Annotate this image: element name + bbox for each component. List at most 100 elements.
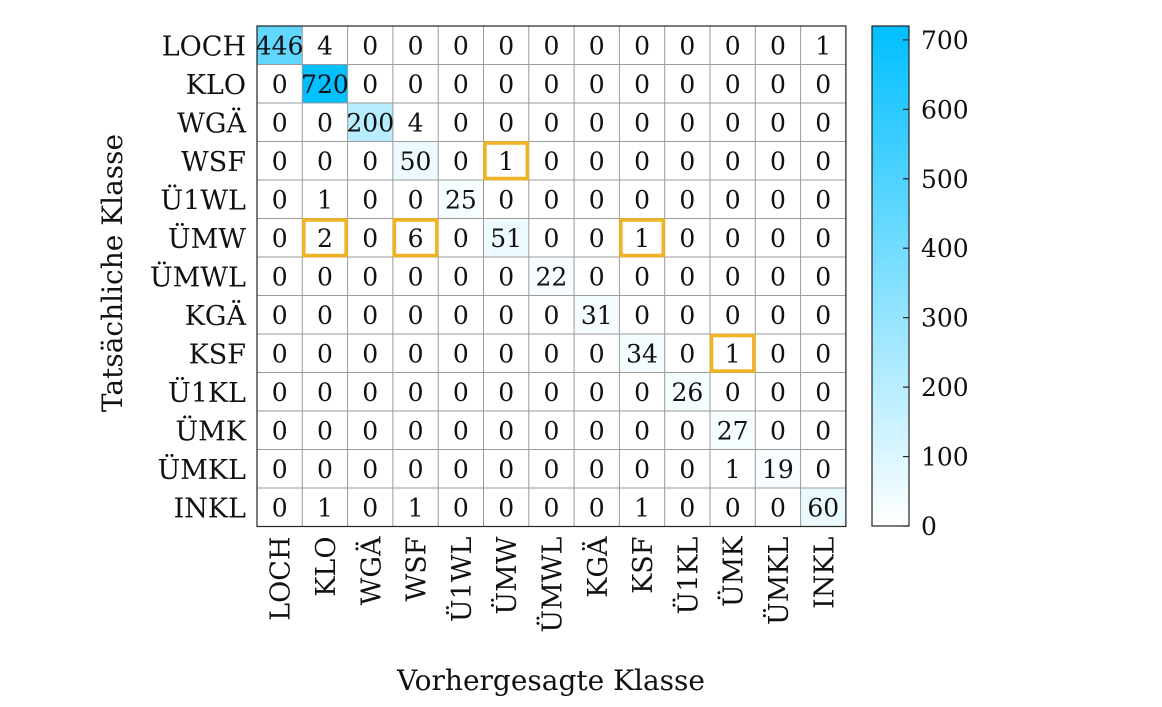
heatmap-cell xyxy=(483,180,529,219)
cell-value: 0 xyxy=(272,147,288,176)
cell-value: 0 xyxy=(679,493,695,522)
heatmap-cell xyxy=(710,411,756,450)
cell-value: 0 xyxy=(770,301,786,330)
cell-value: 51 xyxy=(490,224,522,253)
cell-value: 0 xyxy=(543,185,559,214)
heatmap-cell xyxy=(800,295,846,334)
cell-value: 0 xyxy=(498,108,514,137)
heatmap-cell xyxy=(664,411,710,450)
row-label: ÜMWL xyxy=(150,259,246,293)
heatmap-cell xyxy=(302,103,348,142)
heatmap-cell xyxy=(800,180,846,219)
colorbar-gradient xyxy=(871,25,910,527)
cell-value: 0 xyxy=(453,108,469,137)
heatmap-cell xyxy=(710,257,756,296)
column-label: LOCH xyxy=(266,537,297,621)
cell-value: 0 xyxy=(679,70,695,99)
cell-value: 0 xyxy=(543,108,559,137)
cell-value: 0 xyxy=(589,31,605,60)
heatmap-cell xyxy=(528,488,575,527)
cell-value: 0 xyxy=(362,185,378,214)
heatmap-cell xyxy=(664,64,710,103)
heatmap-cell xyxy=(392,488,439,527)
cell-value: 0 xyxy=(317,339,333,368)
colorbar-tick-label: 500 xyxy=(921,165,969,194)
heatmap-cell-values: 446 4 0 0 0 0 0 0 0 0 0 0 10 720 0 0 0 0 0 0 0 0 0 0 00 0 200 4 0 0 0 0… xyxy=(256,31,839,522)
heatmap-cell xyxy=(347,449,393,488)
cell-value: 0 xyxy=(589,493,605,522)
heatmap-cell xyxy=(755,218,801,257)
row-label: ÜMKL xyxy=(157,452,246,486)
cell-value: 0 xyxy=(815,301,831,330)
cell-value: 0 xyxy=(362,224,378,253)
cell-value: 0 xyxy=(679,262,695,291)
cell-value: 0 xyxy=(634,262,650,291)
heatmap-cell xyxy=(438,141,484,180)
cell-value: 0 xyxy=(770,262,786,291)
cell-value: 1 xyxy=(498,147,514,176)
cell-value: 0 xyxy=(498,185,514,214)
cell-value: 0 xyxy=(543,416,559,445)
heatmap-cell xyxy=(257,488,303,527)
heatmap-cell xyxy=(392,295,439,334)
heatmap-cell xyxy=(710,488,756,527)
cell-value: 0 xyxy=(317,455,333,484)
column-label: KLO xyxy=(311,537,342,597)
heatmap-cell xyxy=(755,64,801,103)
heatmap-cell xyxy=(664,334,710,373)
heatmap-cell xyxy=(664,103,710,142)
colorbar-tick-label: 600 xyxy=(921,95,969,124)
x-axis-title: Vorhergesagte Klasse xyxy=(396,664,705,697)
column-label: ÜMKL xyxy=(761,536,795,625)
heatmap-cell xyxy=(483,103,529,142)
cell-value: 27 xyxy=(717,416,749,445)
cell-value: 0 xyxy=(453,339,469,368)
heatmap-cell xyxy=(347,218,393,257)
cell-value: 25 xyxy=(445,185,477,214)
cell-value: 0 xyxy=(815,108,831,137)
cell-value: 0 xyxy=(815,224,831,253)
heatmap-cell xyxy=(257,103,303,142)
cell-value: 0 xyxy=(362,301,378,330)
cell-value: 0 xyxy=(589,224,605,253)
cell-value: 0 xyxy=(453,378,469,407)
heatmap-cell xyxy=(438,64,484,103)
cell-value: 0 xyxy=(498,416,514,445)
cell-value: 1 xyxy=(317,185,333,214)
heatmap-cell xyxy=(392,334,439,373)
heatmap-cell xyxy=(528,372,575,411)
column-label: Ü1KL xyxy=(670,536,704,614)
cell-value: 0 xyxy=(543,493,559,522)
cell-value: 0 xyxy=(589,185,605,214)
heatmap-cell xyxy=(438,295,484,334)
cell-value: 0 xyxy=(453,70,469,99)
cell-value: 0 xyxy=(815,185,831,214)
heatmap-cell xyxy=(619,26,665,65)
cell-value: 1 xyxy=(815,31,831,60)
heatmap-cell xyxy=(664,141,710,180)
cell-value: 0 xyxy=(272,493,288,522)
row-label: Ü1KL xyxy=(168,375,246,409)
heatmap-cell xyxy=(755,334,801,373)
cell-value: 0 xyxy=(543,301,559,330)
heatmap-cell xyxy=(710,295,756,334)
heatmap-cell xyxy=(574,449,620,488)
cell-value: 0 xyxy=(453,493,469,522)
cell-value: 0 xyxy=(770,31,786,60)
cell-value: 19 xyxy=(762,455,794,484)
heatmap-cell xyxy=(574,372,620,411)
heatmap-cell xyxy=(619,411,665,450)
cell-value: 0 xyxy=(453,301,469,330)
heatmap-cell xyxy=(755,141,801,180)
heatmap-cell xyxy=(800,26,846,65)
heatmap-cell xyxy=(528,26,575,65)
column-label: ÜMK xyxy=(716,536,750,607)
heatmap-cell xyxy=(574,64,620,103)
cell-value: 0 xyxy=(679,339,695,368)
cell-value: 0 xyxy=(362,31,378,60)
heatmap-cell xyxy=(710,372,756,411)
heatmap-cell xyxy=(438,334,484,373)
cell-value: 0 xyxy=(634,147,650,176)
cell-value: 0 xyxy=(770,70,786,99)
column-label: KSF xyxy=(628,537,659,594)
